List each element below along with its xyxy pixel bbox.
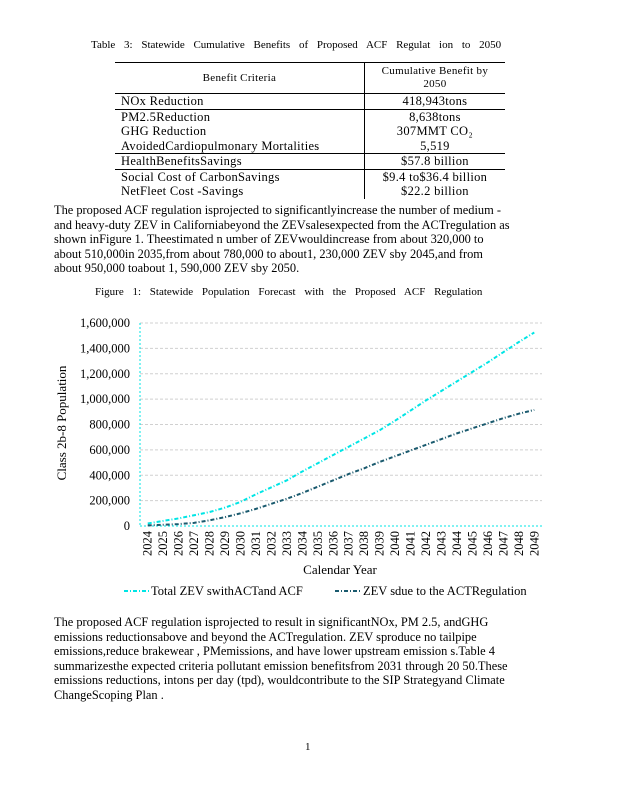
- text-line: about 510,000in 2035,from about 780,000 …: [54, 246, 483, 261]
- table-row: PM2.5Reduction 8,638tons: [115, 109, 505, 124]
- y-tick-label: 1,400,000: [80, 341, 130, 355]
- cell: GHG Reduction: [121, 124, 207, 138]
- y-axis-title: Class 2b-8 Population: [54, 365, 69, 480]
- x-tick-label: 2026: [172, 531, 186, 556]
- cell: AvoidedCardiopulmonary Mortalities: [115, 138, 365, 154]
- table-caption: Table 3: Statewide Cumulative Benefits o…: [91, 39, 502, 51]
- table-row: GHG Reduction 307MMT CO₂: [115, 124, 505, 139]
- text-line: and heavy-duty ZEV in Californiabeyond t…: [54, 217, 510, 232]
- x-tick-label: 2043: [435, 531, 449, 556]
- text-line: The proposed ACF regulation isprojected …: [54, 203, 501, 217]
- header-benefit-line1: Cumulative Benefit by: [381, 65, 489, 77]
- cell: 8,638tons: [363, 109, 505, 124]
- x-tick-label: 2038: [357, 531, 371, 556]
- text-line: emissions,reduce brakewear , PMemissions…: [54, 644, 495, 659]
- cell: HealthBenefitsSavings: [115, 153, 365, 170]
- y-tick-label: 600,000: [89, 443, 130, 457]
- header-benefit-line2: 2050: [423, 78, 447, 90]
- cell: 418,943tons: [363, 93, 505, 110]
- x-tick-label: 2045: [465, 531, 479, 556]
- x-axis-title: Calendar Year: [303, 562, 377, 577]
- text-line: shown inFigure 1. Theestimated n umber o…: [54, 232, 484, 247]
- header-criteria: Benefit Criteria: [115, 62, 365, 94]
- x-tick-label: 2029: [218, 531, 232, 556]
- y-tick-label: 800,000: [89, 418, 130, 432]
- x-tick-label: 2030: [234, 531, 248, 556]
- cell: PM2.5Reduction: [121, 109, 211, 124]
- population-chart: 0 200,000 400,000 600,000 800,000 1,000,000 1,…: [54, 316, 542, 598]
- paragraph-2: The proposed ACF regulation isprojected …: [54, 615, 569, 703]
- legend-label-total: Total ZEV swithACTand ACF: [151, 584, 303, 598]
- table-row: NOx Reduction 418,943tons: [115, 93, 505, 110]
- x-tick-label: 2036: [326, 531, 340, 556]
- x-tick-label: 2024: [141, 530, 155, 556]
- legend-label-act: ZEV sdue to the ACTRegulation: [363, 584, 527, 598]
- x-tick-label: 2041: [404, 531, 418, 556]
- y-tick-label: 1,200,000: [80, 367, 130, 381]
- x-tick-label: 2032: [264, 531, 278, 556]
- text-line: emissions reductions, intons per day (tp…: [54, 673, 505, 688]
- x-tick-label: 2047: [496, 531, 510, 556]
- x-tick-label: 2039: [373, 531, 387, 556]
- table-row: AvoidedCardiopulmonary Mortalities 5,519: [115, 138, 505, 154]
- x-tick-label: 2034: [295, 530, 309, 556]
- series-line-act: [147, 408, 535, 527]
- text-line: emissions reductionsabove and beyond the…: [54, 629, 477, 644]
- table-row: NetFleet Cost -Savings $22.2 billion: [115, 184, 505, 199]
- y-tick-label: 200,000: [89, 494, 130, 508]
- x-tick-label: 2031: [249, 531, 263, 556]
- cell: 5,519: [363, 138, 505, 154]
- x-tick-label: 2035: [311, 531, 325, 556]
- x-tick-label: 2042: [419, 531, 433, 556]
- text-line: ChangeScoping Plan .: [54, 687, 164, 702]
- series-line-total: [147, 331, 535, 525]
- x-tick-label: 2048: [512, 531, 526, 556]
- cell: NOx Reduction: [115, 93, 365, 110]
- legend: Total ZEV swithACTand ACF ZEV sdue to th…: [124, 584, 527, 598]
- paragraph-1: The proposed ACF regulation isprojected …: [54, 203, 569, 276]
- x-tick-label: 2028: [203, 531, 217, 556]
- x-tick-label: 2044: [450, 530, 464, 556]
- y-tick-label: 400,000: [89, 468, 130, 482]
- table-row: HealthBenefitsSavings $57.8 billion: [115, 153, 505, 170]
- table-row: Social Cost of CarbonSavings $9.4 to$36.4…: [115, 169, 505, 184]
- page-number: 1: [305, 741, 311, 753]
- cell: NetFleet Cost -Savings: [121, 184, 244, 198]
- cell: $22.2 billion: [363, 184, 505, 199]
- text-line: about 950,000 toabout 1, 590,000 ZEV sby…: [54, 261, 300, 276]
- x-tick-label: 2046: [481, 531, 495, 556]
- x-tick-label: 2027: [187, 531, 201, 556]
- x-tick-label: 2049: [527, 531, 541, 556]
- figure-caption: Figure 1: Statewide Population Forecast …: [95, 286, 483, 298]
- benefits-table: Benefit Criteria Cumulative Benefit by 205…: [115, 62, 505, 199]
- text-line: The proposed ACF regulation isprojected …: [54, 615, 489, 629]
- x-tick-label: 2025: [156, 531, 170, 556]
- cell: 307MMT CO₂: [363, 124, 505, 139]
- y-tick-label: 1,000,000: [80, 392, 130, 406]
- header-benefit: Cumulative Benefit by 2050: [363, 62, 505, 94]
- cell: Social Cost of CarbonSavings: [121, 169, 280, 184]
- y-tick-label: 0: [124, 519, 130, 533]
- x-tick-label: 2037: [342, 531, 356, 556]
- cell: $9.4 to$36.4 billion: [363, 169, 505, 184]
- y-tick-label: 1,600,000: [80, 316, 130, 330]
- text-line: summarizesthe expected criteria pollutan…: [54, 658, 508, 673]
- cell: $57.8 billion: [363, 153, 505, 170]
- x-tick-label: 2040: [388, 531, 402, 556]
- x-tick-label: 2033: [280, 531, 294, 556]
